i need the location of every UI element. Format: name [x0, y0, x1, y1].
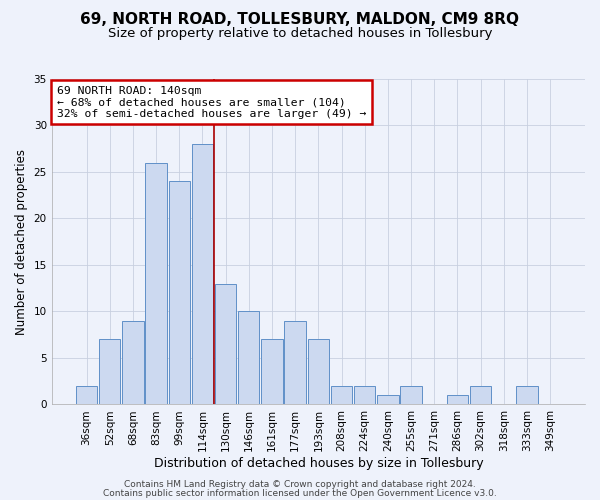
Bar	[470, 386, 491, 404]
Bar	[377, 395, 398, 404]
Y-axis label: Number of detached properties: Number of detached properties	[15, 148, 28, 334]
Text: 69, NORTH ROAD, TOLLESBURY, MALDON, CM9 8RQ: 69, NORTH ROAD, TOLLESBURY, MALDON, CM9 …	[80, 12, 520, 28]
Text: Size of property relative to detached houses in Tollesbury: Size of property relative to detached ho…	[108, 28, 492, 40]
Bar	[262, 340, 283, 404]
Text: Contains public sector information licensed under the Open Government Licence v3: Contains public sector information licen…	[103, 489, 497, 498]
Bar	[169, 182, 190, 404]
Bar	[122, 321, 143, 404]
Bar	[145, 162, 167, 404]
Bar	[76, 386, 97, 404]
Bar	[331, 386, 352, 404]
Text: 69 NORTH ROAD: 140sqm
← 68% of detached houses are smaller (104)
32% of semi-det: 69 NORTH ROAD: 140sqm ← 68% of detached …	[57, 86, 367, 118]
Bar	[192, 144, 213, 405]
Bar	[354, 386, 376, 404]
Bar	[400, 386, 422, 404]
Bar	[308, 340, 329, 404]
Bar	[238, 312, 259, 404]
X-axis label: Distribution of detached houses by size in Tollesbury: Distribution of detached houses by size …	[154, 457, 483, 470]
Bar	[284, 321, 306, 404]
Bar	[516, 386, 538, 404]
Bar	[447, 395, 468, 404]
Bar	[215, 284, 236, 405]
Text: Contains HM Land Registry data © Crown copyright and database right 2024.: Contains HM Land Registry data © Crown c…	[124, 480, 476, 489]
Bar	[99, 340, 121, 404]
